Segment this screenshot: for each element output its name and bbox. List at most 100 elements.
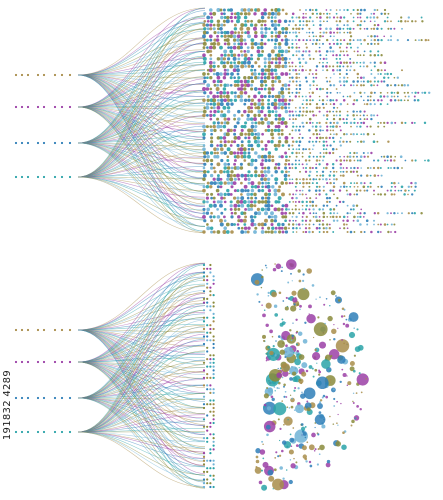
data-dot	[301, 95, 304, 98]
data-dot	[239, 87, 244, 91]
data-dot	[386, 72, 389, 76]
data-dot	[346, 204, 349, 207]
data-dot	[308, 189, 311, 192]
data-dot	[380, 69, 383, 72]
scatter-dot	[263, 309, 266, 311]
data-dot	[281, 94, 285, 99]
data-dot	[284, 27, 289, 31]
data-dot	[209, 91, 213, 95]
data-dot	[230, 30, 234, 35]
scatter-dot	[281, 440, 287, 445]
data-dot	[287, 106, 291, 109]
data-dot	[355, 151, 359, 155]
data-dot	[328, 12, 331, 15]
input-dot	[42, 73, 46, 77]
data-dot	[362, 121, 366, 125]
data-dot	[229, 207, 233, 211]
data-dot	[332, 185, 336, 189]
data-dot	[250, 200, 254, 204]
data-dot	[343, 133, 346, 136]
flow-curve	[77, 263, 206, 363]
scatter-dot	[291, 397, 293, 400]
data-dot	[222, 230, 227, 234]
data-dot	[213, 170, 217, 174]
data-dot	[240, 181, 243, 185]
data-dot	[288, 20, 292, 23]
data-dot	[291, 144, 294, 147]
input-dot	[20, 430, 24, 434]
data-dot	[393, 76, 396, 79]
data-dot	[213, 128, 217, 133]
data-dot	[390, 193, 394, 196]
data-dot	[240, 193, 243, 196]
data-dot	[389, 27, 393, 30]
data-dot	[400, 185, 404, 189]
data-dot	[205, 185, 210, 189]
data-dot	[209, 166, 214, 170]
data-dot	[387, 230, 390, 234]
data-dot	[343, 24, 346, 26]
data-dot	[209, 23, 213, 27]
data-dot	[270, 61, 274, 65]
data-dot	[226, 61, 230, 65]
data-dot	[247, 143, 251, 148]
data-dot	[287, 46, 291, 49]
data-dot	[342, 99, 346, 102]
data-dot	[250, 207, 254, 211]
scatter-dot	[275, 451, 278, 454]
data-dot	[206, 470, 209, 473]
data-dot	[291, 136, 294, 139]
scatter-dot	[314, 448, 317, 451]
data-dot	[315, 69, 318, 72]
data-dot	[348, 159, 352, 162]
data-dot	[308, 92, 311, 94]
data-dot	[226, 106, 231, 110]
data-dot	[291, 223, 295, 226]
data-dot	[250, 147, 254, 151]
data-dot	[206, 459, 209, 462]
data-dot	[229, 144, 233, 147]
data-dot	[247, 110, 251, 114]
data-dot	[277, 166, 281, 170]
data-dot	[332, 65, 335, 68]
data-dot	[292, 118, 295, 121]
scatter-dot	[318, 453, 321, 456]
data-dot	[263, 154, 268, 159]
data-dot	[399, 155, 403, 158]
data-dot	[335, 99, 338, 102]
data-dot	[261, 49, 265, 53]
data-dot	[217, 193, 220, 196]
flow-curve	[77, 277, 206, 433]
input-dot	[42, 141, 46, 145]
data-dot	[400, 99, 403, 102]
data-dot	[349, 35, 353, 38]
data-dot	[216, 79, 221, 84]
data-dot	[260, 23, 264, 27]
data-dot	[246, 192, 251, 197]
scatter-dot	[293, 303, 296, 306]
data-dot	[263, 170, 267, 174]
data-dot	[206, 170, 210, 174]
scatter-dot	[326, 459, 331, 464]
data-dot	[206, 467, 209, 470]
data-dot	[284, 34, 288, 38]
data-dot	[339, 155, 341, 158]
data-dot	[247, 154, 251, 159]
data-dot	[254, 30, 258, 35]
data-dot	[288, 61, 290, 64]
data-dot	[329, 133, 332, 136]
data-dot	[336, 91, 339, 94]
data-dot	[271, 110, 275, 114]
data-dot	[311, 125, 314, 128]
scatter-dot	[356, 405, 359, 408]
data-dot	[206, 114, 209, 117]
scatter-dot	[272, 345, 275, 348]
data-dot	[247, 60, 251, 65]
data-dot	[336, 69, 339, 72]
data-dot	[322, 31, 325, 34]
data-dot	[352, 80, 355, 83]
data-dot	[343, 121, 346, 124]
data-dot	[318, 178, 321, 181]
data-dot	[326, 12, 329, 15]
data-dot	[260, 83, 264, 88]
